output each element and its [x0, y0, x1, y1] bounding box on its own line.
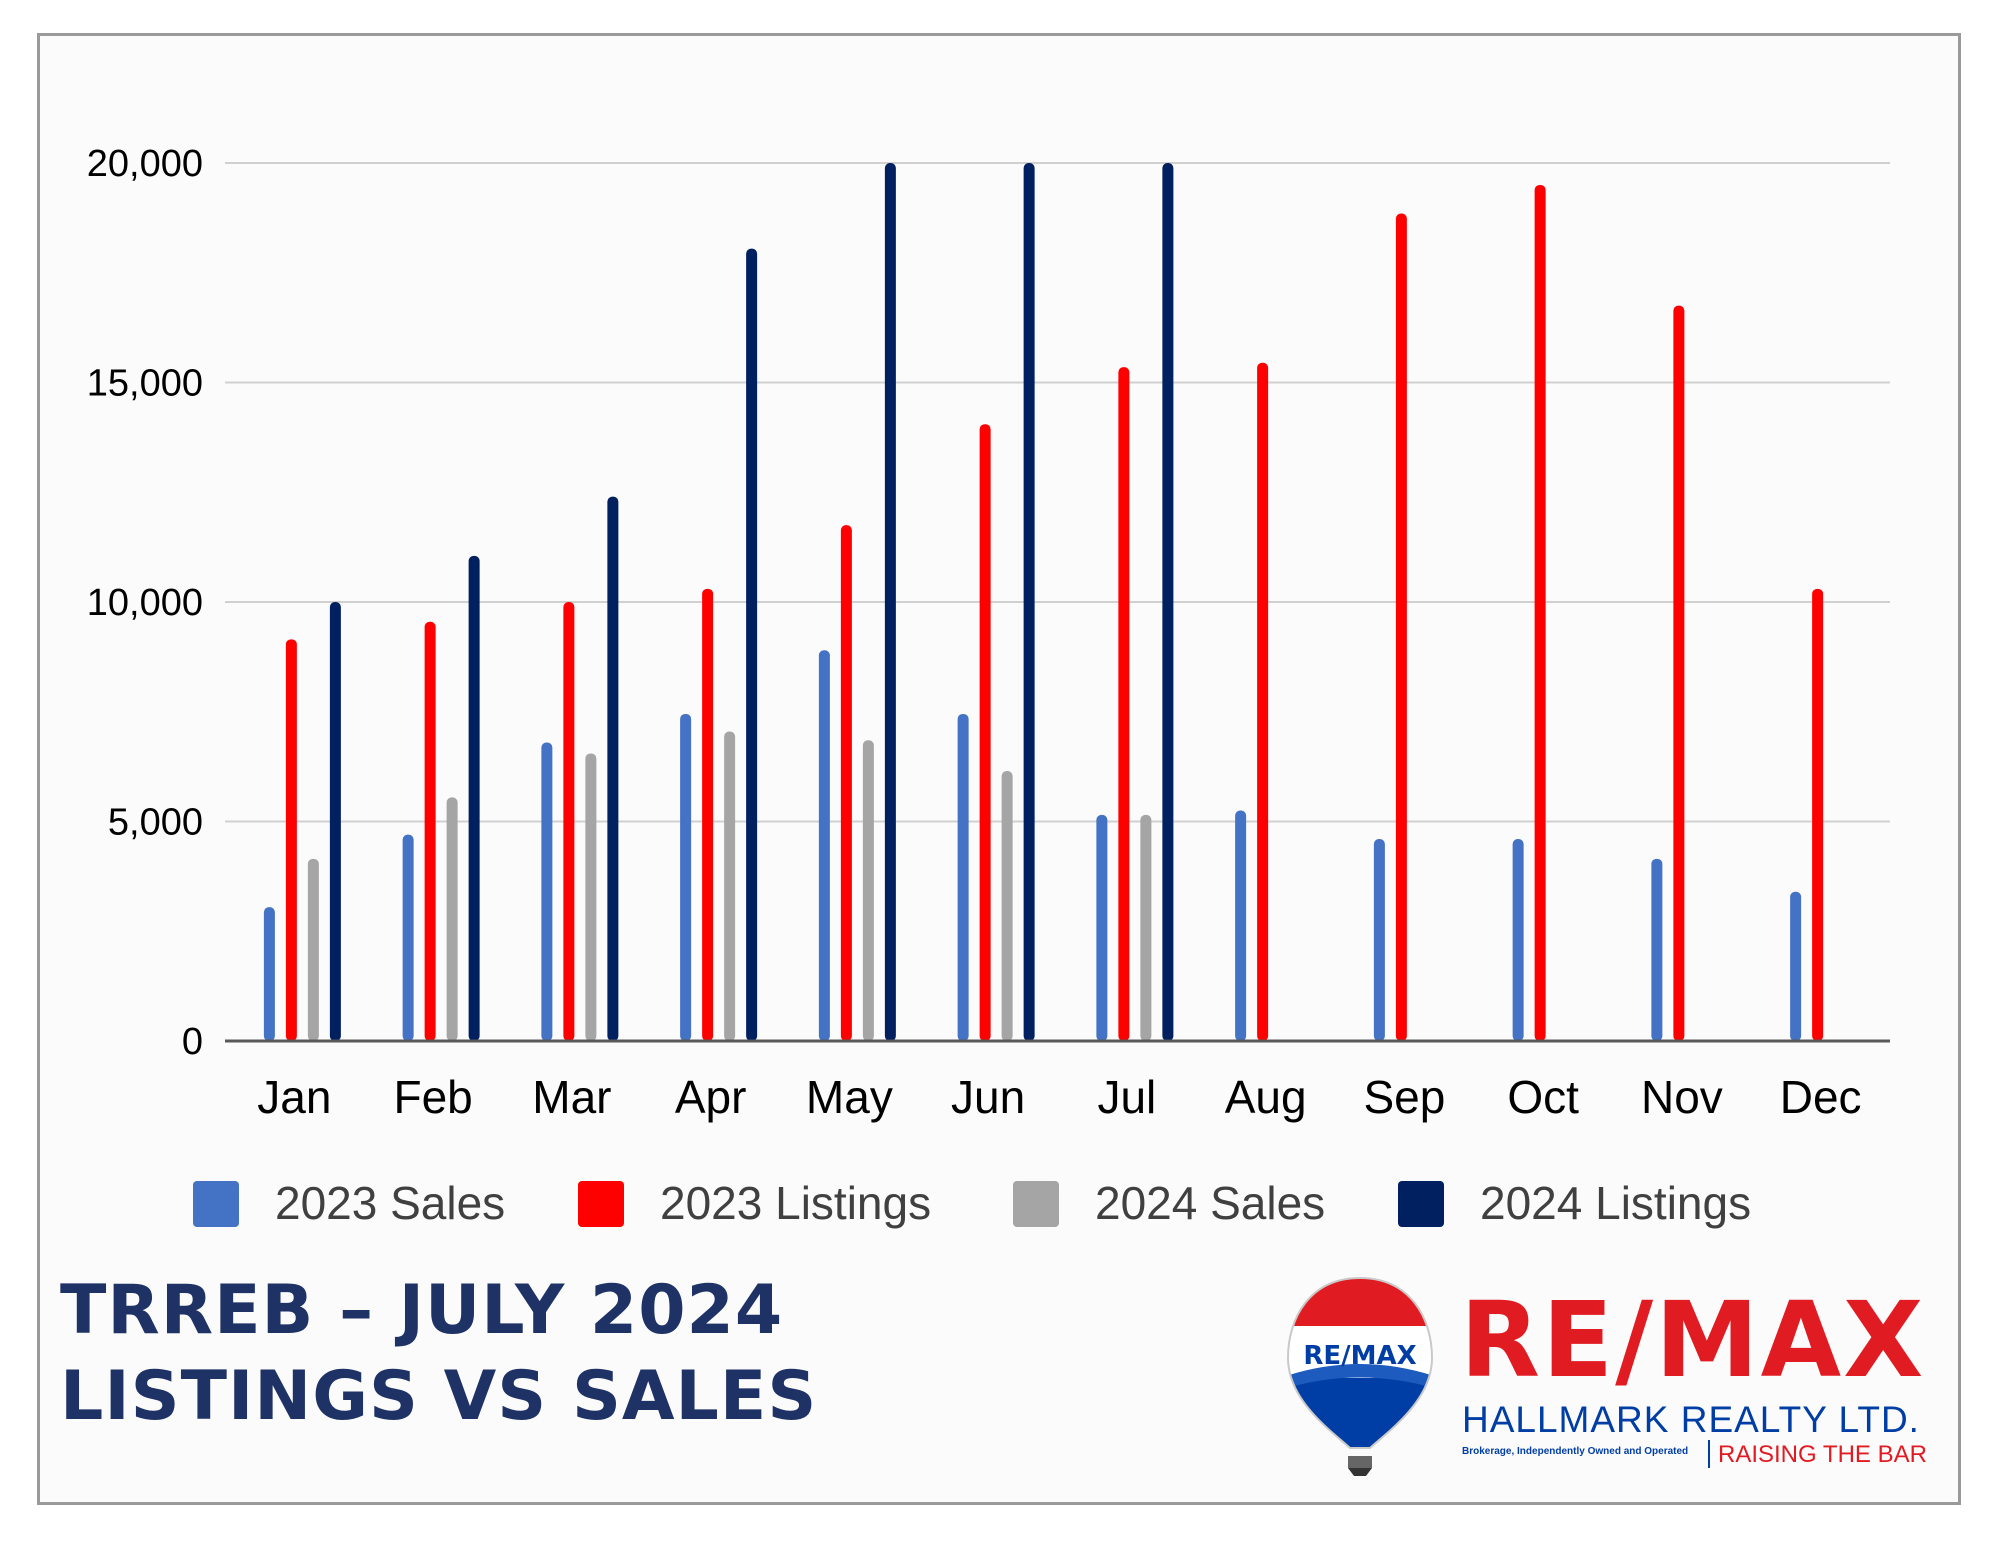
bar: [1395, 213, 1407, 1042]
legend-label: 2024 Listings: [1480, 1177, 1751, 1229]
bar: [563, 602, 575, 1041]
bar: [702, 588, 714, 1041]
bar: [1096, 814, 1108, 1041]
y-tick-label: 20,000: [87, 143, 203, 185]
legend-label: 2024 Sales: [1095, 1177, 1325, 1229]
x-tick-label: Jan: [257, 1071, 331, 1123]
bar: [1162, 163, 1174, 1041]
bar: [1118, 367, 1130, 1041]
bar: [1001, 771, 1013, 1041]
title-line-1: TRREB – JULY 2024: [60, 1271, 784, 1350]
x-tick-label: Mar: [532, 1071, 611, 1123]
bar: [329, 602, 341, 1041]
title-line-2: LISTINGS VS SALES: [60, 1357, 818, 1436]
x-tick-label: Feb: [393, 1071, 472, 1123]
remax-logo: RE/MAX RE/MAX HALLMARK REALTY LTD. Broke…: [1280, 1270, 1940, 1480]
x-tick-label: Jun: [951, 1071, 1025, 1123]
bars: [263, 163, 1824, 1042]
bar: [1373, 839, 1385, 1041]
x-tick-label: May: [806, 1071, 893, 1123]
logo-company-name: HALLMARK REALTY LTD.: [1462, 1399, 1920, 1440]
bar: [957, 713, 969, 1041]
bar: [285, 639, 297, 1041]
bar: [1534, 184, 1546, 1041]
x-tick-label: Apr: [675, 1071, 747, 1123]
bar: [468, 555, 480, 1041]
bar: [1790, 891, 1802, 1041]
bar: [1812, 588, 1824, 1041]
bar: [746, 248, 758, 1042]
y-tick-label: 5,000: [108, 802, 203, 844]
report-title: TRREB – JULY 2024 LISTINGS VS SALES: [60, 1268, 817, 1440]
bar: [1512, 839, 1524, 1041]
bar: [1140, 814, 1152, 1041]
bar: [979, 424, 991, 1042]
bar: [862, 740, 874, 1041]
bar: [1235, 810, 1247, 1041]
x-tick-label: Oct: [1507, 1071, 1579, 1123]
legend-swatch: [1398, 1181, 1444, 1227]
bar: [680, 713, 692, 1041]
gridlines: [225, 162, 1890, 823]
legend-label: 2023 Listings: [660, 1177, 931, 1229]
y-tick-label: 0: [182, 1021, 203, 1063]
bar: [1673, 305, 1685, 1041]
legend-label: 2023 Sales: [275, 1177, 505, 1229]
chart-frame: [37, 33, 1961, 1505]
bar: [424, 621, 436, 1041]
y-axis-labels: 0 5,000 10,000 15,000 20,000: [87, 143, 203, 1063]
x-tick-label: Nov: [1641, 1071, 1723, 1123]
logo-fine-print: Brokerage, Independently Owned and Opera…: [1462, 1446, 1689, 1457]
bar: [607, 496, 619, 1041]
bar: [541, 742, 553, 1041]
bar: [446, 797, 458, 1041]
legend-swatch: [1013, 1181, 1059, 1227]
legend-swatch: [193, 1181, 239, 1227]
legend: 2023 Sales 2023 Listings 2024 Sales 2024 Li…: [193, 1177, 1751, 1229]
bar: [585, 753, 597, 1041]
logo-wordmark: RE/MAX: [1460, 1279, 1926, 1401]
bar: [307, 858, 319, 1041]
bar: [884, 163, 896, 1041]
bar: [818, 650, 830, 1041]
x-tick-label: Aug: [1225, 1071, 1307, 1123]
x-tick-label: Jul: [1097, 1071, 1156, 1123]
bar: [1023, 163, 1035, 1041]
x-axis-labels: Jan Feb Mar Apr May Jun Jul Aug Sep Oct Nov Dec: [257, 1071, 1861, 1123]
legend-swatch: [578, 1181, 624, 1227]
y-tick-label: 15,000: [87, 363, 203, 405]
y-tick-label: 10,000: [87, 582, 203, 624]
bar: [1651, 858, 1663, 1041]
bar: [263, 907, 275, 1041]
x-tick-label: Sep: [1363, 1071, 1445, 1123]
bar: [724, 731, 736, 1041]
logo-divider: [1708, 1440, 1710, 1468]
balloon-icon: RE/MAX: [1286, 1276, 1434, 1476]
bar: [402, 834, 414, 1041]
x-tick-label: Dec: [1780, 1071, 1862, 1123]
bar: [1257, 362, 1269, 1041]
bar: [840, 525, 852, 1041]
svg-text:RE/MAX: RE/MAX: [1303, 1341, 1416, 1371]
logo-tagline: RAISING THE BAR: [1718, 1441, 1927, 1468]
